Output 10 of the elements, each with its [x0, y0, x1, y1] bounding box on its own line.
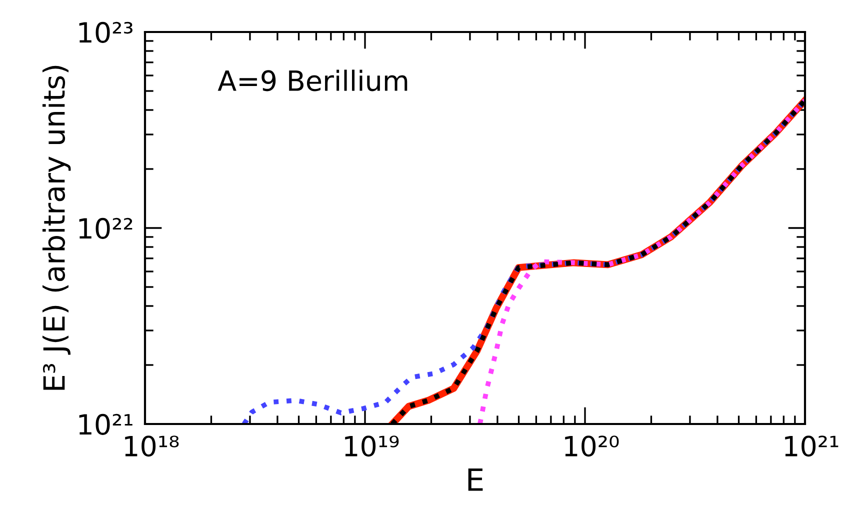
x-tick-label: 10¹⁸: [125, 436, 179, 457]
annotation: A=9 Berillium: [218, 70, 408, 92]
x-tick-label: 10²⁰: [565, 436, 619, 457]
x-axis-title: E: [468, 468, 483, 491]
y-tick-label: 10²²: [79, 218, 132, 239]
y-tick-label: 10²³: [79, 22, 132, 43]
y-axis-title: E³ J(E) (arbitrary units): [42, 66, 71, 390]
x-tick-label: 10¹⁹: [345, 436, 399, 457]
x-tick-label: 10²¹: [785, 436, 838, 457]
y-tick-label: 10²¹: [79, 414, 132, 435]
